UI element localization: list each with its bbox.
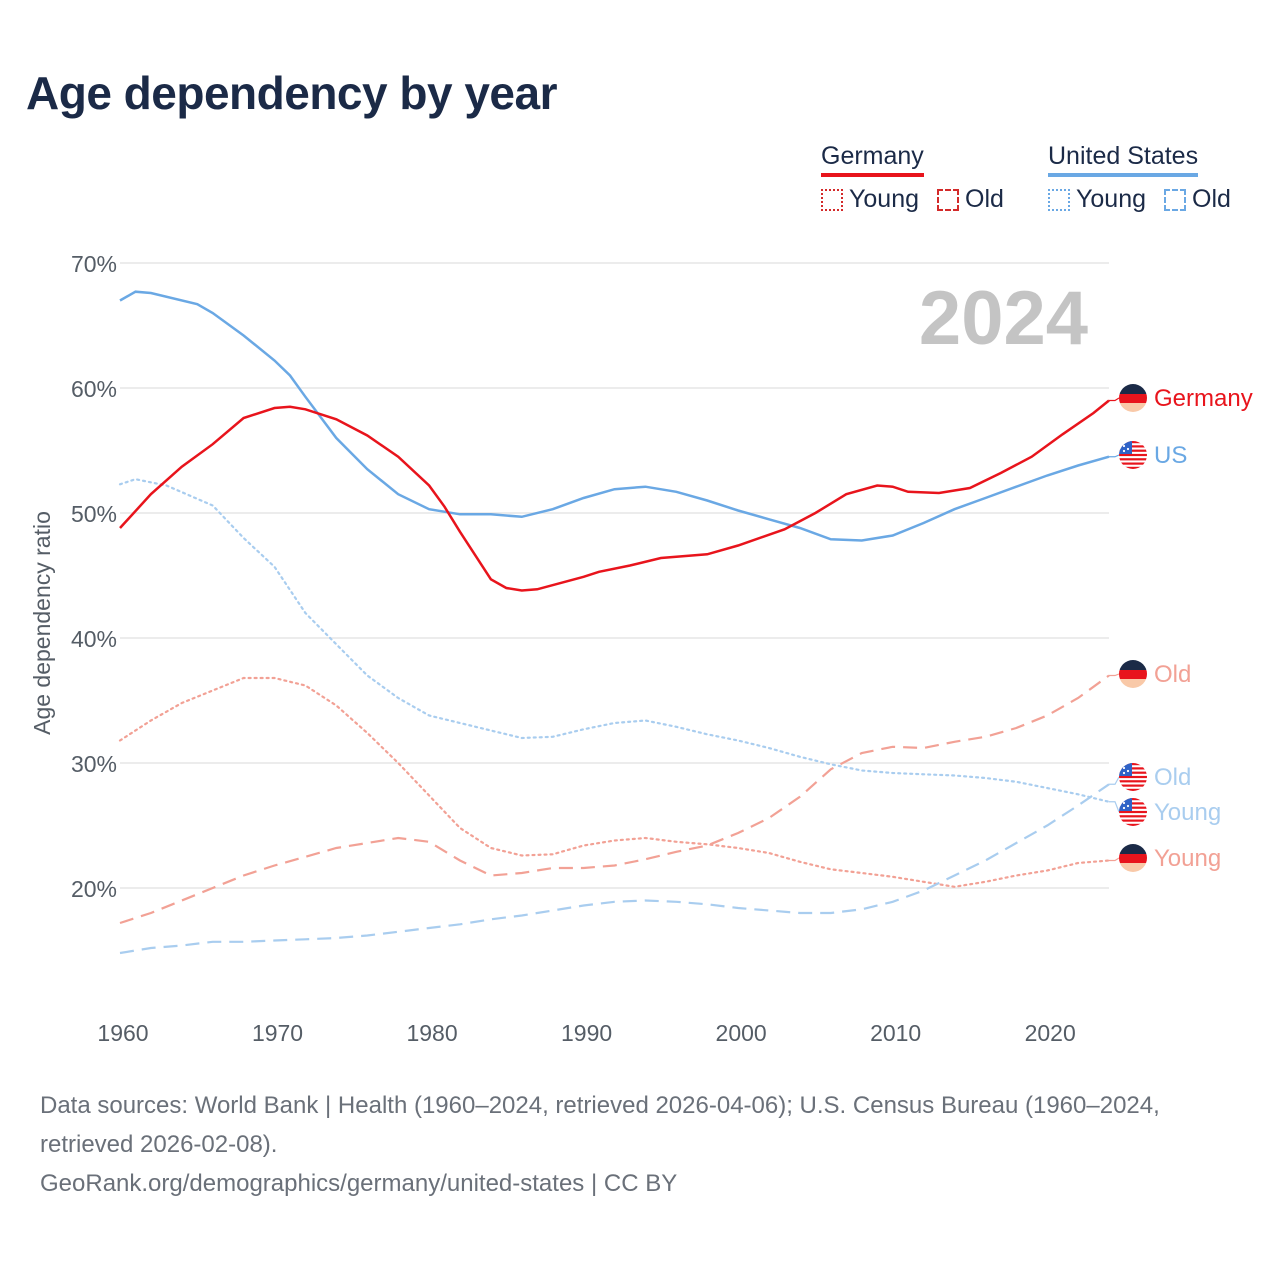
- end-connector: [1109, 673, 1120, 677]
- dotted-swatch-icon: [1048, 188, 1070, 211]
- series-line-de-old[interactable]: [119, 674, 1110, 925]
- germany-flag-icon: [1119, 384, 1147, 412]
- series-line-us-old[interactable]: [119, 783, 1110, 955]
- end-label-us-young: Young: [1154, 799, 1221, 826]
- x-tick-label: 1990: [561, 1020, 612, 1046]
- end-label-de-total: Germany: [1154, 385, 1253, 412]
- x-tick-label: 2020: [1025, 1020, 1076, 1046]
- end-connector: [1109, 454, 1120, 458]
- y-tick-label: 30%: [71, 751, 117, 777]
- chart-title: Age dependency by year: [26, 67, 557, 119]
- current-year-watermark: 2024: [919, 276, 1088, 361]
- y-axis-label: Age dependency ratio: [29, 511, 55, 735]
- dotted-swatch-icon: [821, 188, 843, 211]
- end-label-de-old: Old: [1154, 661, 1191, 688]
- y-tick-label: 60%: [71, 376, 117, 402]
- end-connector: [1109, 776, 1120, 785]
- germany-flag-icon: [1119, 844, 1147, 872]
- legend-germany-name: Germany: [821, 142, 924, 177]
- series-line-us-total[interactable]: [119, 290, 1110, 542]
- x-tick-label: 1980: [406, 1020, 457, 1046]
- end-label-us-old: Old: [1154, 764, 1191, 791]
- series-line-us-young[interactable]: [118, 478, 1111, 803]
- y-tick-label: 40%: [71, 626, 117, 652]
- x-tick-label: 1960: [97, 1020, 148, 1046]
- end-connector: [1109, 801, 1120, 813]
- data-sources: Data sources: World Bank | Health (1960–…: [40, 1092, 1160, 1158]
- legend-us-name: United States: [1048, 142, 1199, 177]
- credit-link[interactable]: GeoRank.org/demographics/germany/united-…: [40, 1170, 678, 1197]
- dashed-swatch-icon: [1164, 188, 1186, 211]
- legend-us-young[interactable]: Young: [1048, 185, 1146, 214]
- end-label-us-total: US: [1154, 442, 1187, 469]
- legend-germany: Germany Young Old: [821, 142, 1004, 214]
- us-flag-icon: [1119, 441, 1147, 469]
- legend-us-young-label: Young: [1076, 185, 1146, 213]
- legend-us: United States Young Old: [1048, 142, 1231, 214]
- dashed-swatch-icon: [937, 188, 959, 211]
- end-label-de-young: Young: [1154, 845, 1221, 872]
- germany-flag-icon: [1119, 660, 1147, 688]
- y-tick-label: 70%: [71, 251, 117, 277]
- y-tick-label: 20%: [71, 876, 117, 902]
- y-tick-label: 50%: [71, 501, 117, 527]
- us-flag-icon: [1119, 763, 1147, 791]
- series-line-de-young[interactable]: [118, 676, 1111, 888]
- legend-germany-old-label: Old: [965, 185, 1004, 213]
- legend-germany-young[interactable]: Young: [821, 185, 919, 214]
- legend-us-old-label: Old: [1192, 185, 1231, 213]
- legend-germany-young-label: Young: [849, 185, 919, 213]
- line-chart: 20% 30% 40% 50% 60% 70% 1960 1970 1980 1990 2000 20…: [29, 251, 1253, 1046]
- x-tick-label: 2000: [716, 1020, 767, 1046]
- end-connector: [1109, 857, 1120, 862]
- legend-us-old[interactable]: Old: [1164, 185, 1231, 214]
- end-connector: [1109, 397, 1120, 402]
- us-flag-icon: [1119, 798, 1147, 826]
- x-tick-label: 1970: [252, 1020, 303, 1046]
- footer: Data sources: World Bank | Health (1960–…: [40, 1086, 1250, 1203]
- x-tick-label: 2010: [870, 1020, 921, 1046]
- legend-germany-old[interactable]: Old: [937, 185, 1004, 214]
- series-line-de-total[interactable]: [119, 399, 1110, 592]
